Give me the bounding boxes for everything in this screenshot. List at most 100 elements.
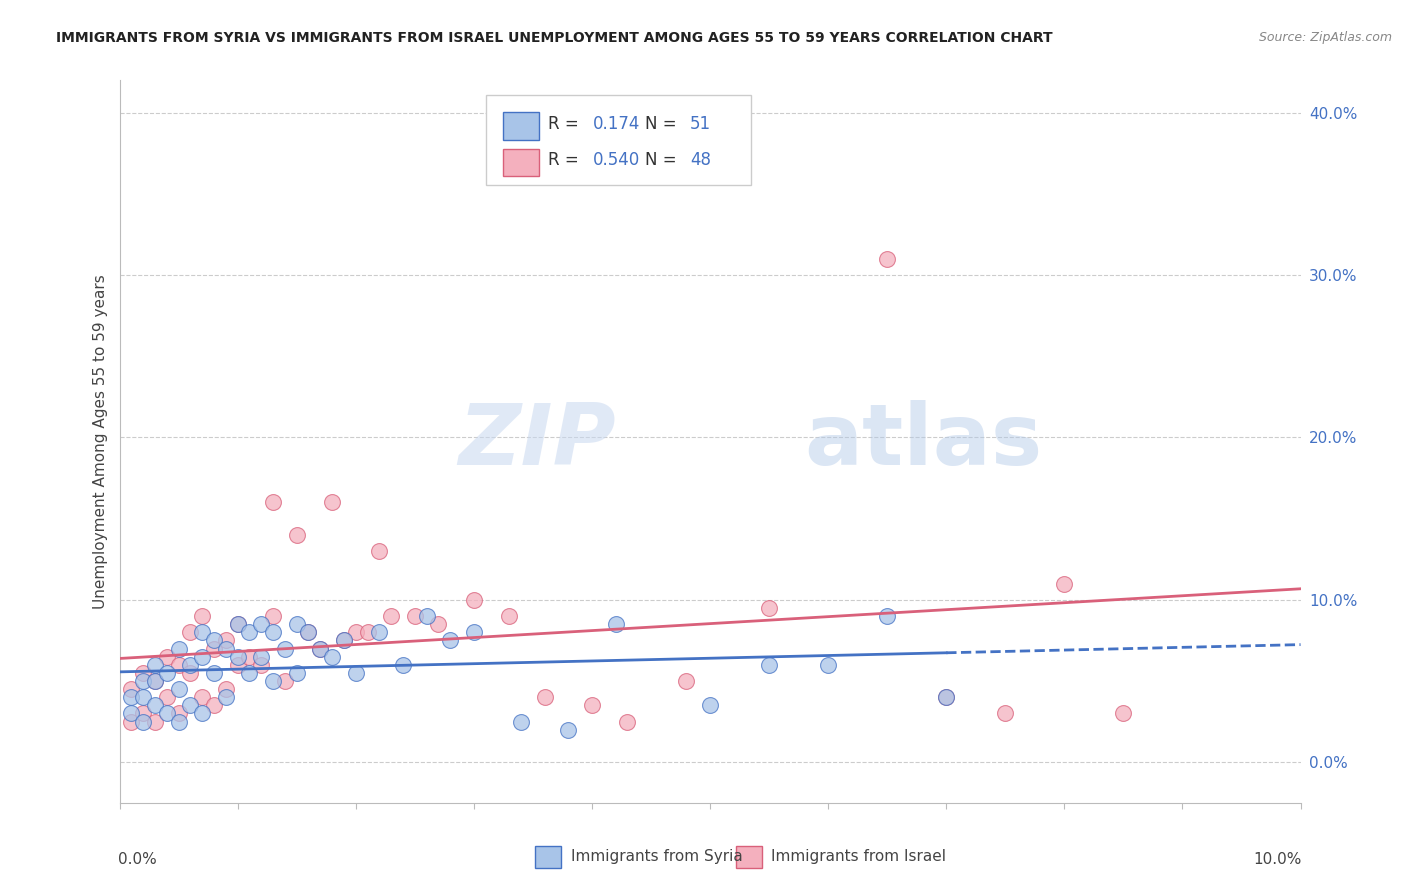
Point xyxy=(297,625,319,640)
Point xyxy=(120,706,142,721)
Point xyxy=(285,617,308,632)
Point xyxy=(250,649,273,664)
FancyBboxPatch shape xyxy=(503,149,538,176)
Point xyxy=(120,714,142,729)
Point xyxy=(238,649,260,664)
Point xyxy=(699,698,721,713)
Point xyxy=(439,633,461,648)
Point xyxy=(297,625,319,640)
Point xyxy=(179,625,201,640)
Point xyxy=(143,714,166,729)
Point xyxy=(262,625,284,640)
Text: atlas: atlas xyxy=(804,400,1043,483)
Point xyxy=(675,673,697,688)
Point xyxy=(498,609,520,624)
Point xyxy=(132,673,155,688)
Text: IMMIGRANTS FROM SYRIA VS IMMIGRANTS FROM ISRAEL UNEMPLOYMENT AMONG AGES 55 TO 59: IMMIGRANTS FROM SYRIA VS IMMIGRANTS FROM… xyxy=(56,31,1053,45)
FancyBboxPatch shape xyxy=(485,95,751,185)
Text: 51: 51 xyxy=(690,115,711,133)
Point xyxy=(321,495,343,509)
Point xyxy=(935,690,957,705)
Point xyxy=(238,665,260,680)
Point xyxy=(226,617,249,632)
Point xyxy=(143,673,166,688)
Point xyxy=(226,617,249,632)
Point xyxy=(392,657,415,672)
Point xyxy=(463,625,485,640)
Point xyxy=(285,528,308,542)
Point xyxy=(415,609,437,624)
Point xyxy=(226,649,249,664)
Text: ZIP: ZIP xyxy=(458,400,616,483)
Point xyxy=(202,698,225,713)
Text: 0.540: 0.540 xyxy=(593,151,640,169)
Point xyxy=(202,665,225,680)
Point xyxy=(333,633,356,648)
Point xyxy=(262,495,284,509)
Point xyxy=(179,657,201,672)
Point xyxy=(876,609,898,624)
Point xyxy=(605,617,627,632)
Point xyxy=(143,673,166,688)
Point xyxy=(132,690,155,705)
Point xyxy=(309,641,332,656)
Point xyxy=(191,609,214,624)
Point xyxy=(156,665,179,680)
Point xyxy=(156,649,179,664)
Text: 10.0%: 10.0% xyxy=(1253,852,1302,867)
Point xyxy=(132,665,155,680)
Point xyxy=(404,609,426,624)
Point xyxy=(1053,576,1076,591)
Point xyxy=(344,665,367,680)
Point xyxy=(1112,706,1135,721)
Point xyxy=(120,690,142,705)
Point xyxy=(156,690,179,705)
Point xyxy=(356,625,378,640)
Point xyxy=(533,690,555,705)
Text: R =: R = xyxy=(548,151,585,169)
Point xyxy=(202,641,225,656)
Point xyxy=(250,657,273,672)
Point xyxy=(226,657,249,672)
Point xyxy=(191,690,214,705)
Point xyxy=(309,641,332,656)
Point xyxy=(215,690,238,705)
Point xyxy=(380,609,402,624)
Point xyxy=(285,665,308,680)
Point xyxy=(215,633,238,648)
Point xyxy=(321,649,343,664)
Text: 48: 48 xyxy=(690,151,711,169)
Point xyxy=(344,625,367,640)
Point xyxy=(120,682,142,697)
Text: N =: N = xyxy=(645,151,682,169)
Point xyxy=(143,698,166,713)
Text: Source: ZipAtlas.com: Source: ZipAtlas.com xyxy=(1258,31,1392,45)
Point xyxy=(167,641,190,656)
Point xyxy=(250,617,273,632)
Point xyxy=(817,657,839,672)
Point xyxy=(935,690,957,705)
Text: 0.0%: 0.0% xyxy=(118,852,157,867)
Point xyxy=(179,698,201,713)
Point xyxy=(167,714,190,729)
FancyBboxPatch shape xyxy=(735,847,762,868)
Point xyxy=(463,592,485,607)
Point xyxy=(215,682,238,697)
Point xyxy=(427,617,450,632)
Point xyxy=(262,673,284,688)
Point xyxy=(262,609,284,624)
Point xyxy=(510,714,533,729)
Point xyxy=(167,682,190,697)
Text: Immigrants from Syria: Immigrants from Syria xyxy=(571,849,742,864)
FancyBboxPatch shape xyxy=(536,847,561,868)
Point xyxy=(167,706,190,721)
Text: N =: N = xyxy=(645,115,682,133)
Point xyxy=(994,706,1017,721)
Point xyxy=(616,714,638,729)
Point xyxy=(581,698,603,713)
Point xyxy=(368,625,391,640)
Point xyxy=(132,714,155,729)
Text: Immigrants from Israel: Immigrants from Israel xyxy=(772,849,946,864)
Point xyxy=(274,673,297,688)
Y-axis label: Unemployment Among Ages 55 to 59 years: Unemployment Among Ages 55 to 59 years xyxy=(93,274,108,609)
